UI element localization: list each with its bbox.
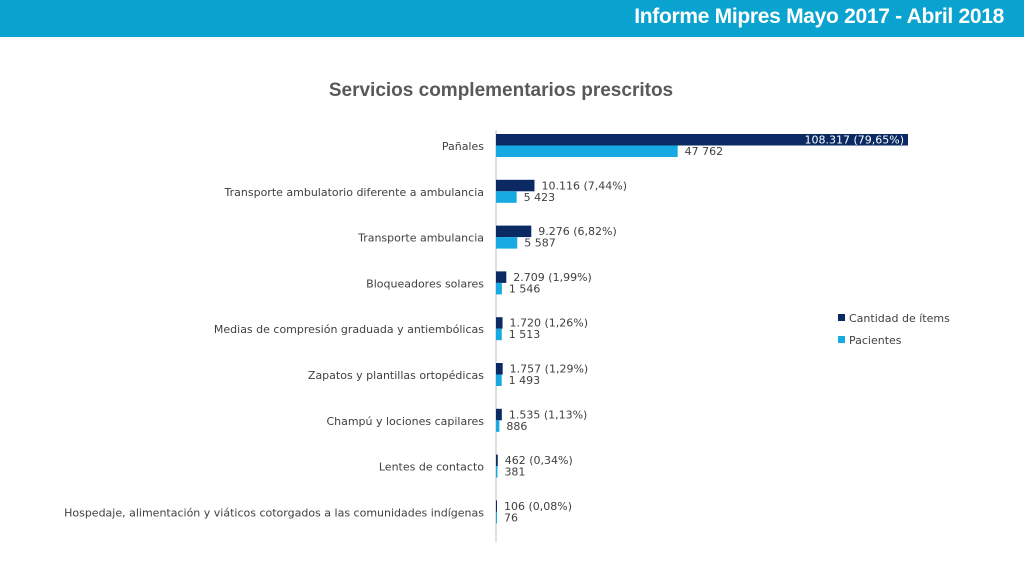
category-label: Bloqueadores solares <box>366 277 484 290</box>
report-title: Informe Mipres Mayo 2017 - Abril 2018 <box>634 5 1004 28</box>
bar-items <box>496 454 498 467</box>
data-label-items: 108.317 (79,65%) <box>804 134 904 147</box>
category-label: Champú y lociones capilares <box>326 415 484 428</box>
bar-patients <box>496 374 502 386</box>
bar-patients <box>496 420 500 432</box>
data-label-patients: 1 513 <box>509 328 540 341</box>
bar-items <box>496 271 507 283</box>
legend-swatch-items <box>838 314 845 321</box>
bar-items <box>496 225 532 238</box>
category-label: Transporte ambulatorio diferente a ambul… <box>224 186 484 199</box>
header-bar <box>0 0 1024 37</box>
data-label-items: 462 (0,34%) <box>505 454 573 467</box>
legend-swatch-patients <box>838 336 845 343</box>
category-label: Hospedaje, alimentación y viáticos cotor… <box>64 506 484 519</box>
category-label: Lentes de contacto <box>379 461 484 474</box>
bar-items <box>496 317 503 329</box>
bar-items <box>496 408 502 421</box>
legend-label-patients: Pacientes <box>849 334 902 347</box>
data-label-items: 1.757 (1,29%) <box>510 363 589 376</box>
category-label: Medias de compresión graduada y antiembó… <box>214 323 484 336</box>
category-label: Zapatos y plantillas ortopédicas <box>308 369 484 382</box>
data-label-items: 10.116 (7,44%) <box>541 179 627 192</box>
bar-patients <box>496 282 502 295</box>
data-label-patients: 381 <box>504 466 525 479</box>
data-label-items: 106 (0,08%) <box>504 500 572 513</box>
category-label: Transporte ambulancia <box>357 232 484 245</box>
data-label-items: 1.535 (1,13%) <box>509 408 588 421</box>
category-label: Pañales <box>442 140 484 153</box>
bar-patients <box>496 191 517 203</box>
data-label-patients: 76 <box>504 511 518 524</box>
chart-title: Servicios complementarios prescritos <box>328 80 674 101</box>
data-label-items: 1.720 (1,26%) <box>510 317 589 330</box>
bar-patients <box>496 237 518 249</box>
bar-patients <box>496 511 497 524</box>
legend-label-items: Cantidad de ítems <box>849 312 950 325</box>
bar-items <box>496 363 503 375</box>
data-label-patients: 47 762 <box>685 145 724 158</box>
bar-items <box>496 134 908 146</box>
bar-items <box>496 500 497 512</box>
data-label-patients: 1 493 <box>509 374 540 387</box>
data-label-patients: 1 546 <box>509 282 541 295</box>
bar-items <box>496 179 535 192</box>
data-label-patients: 5 587 <box>524 237 556 250</box>
bar-patients <box>496 328 502 341</box>
data-label-patients: 886 <box>506 420 527 433</box>
bar-patients <box>496 466 498 478</box>
data-label-items: 2.709 (1,99%) <box>513 271 592 284</box>
bar-patients <box>496 145 678 157</box>
data-label-patients: 5 423 <box>524 191 556 204</box>
data-label-items: 9.276 (6,82%) <box>538 225 617 238</box>
